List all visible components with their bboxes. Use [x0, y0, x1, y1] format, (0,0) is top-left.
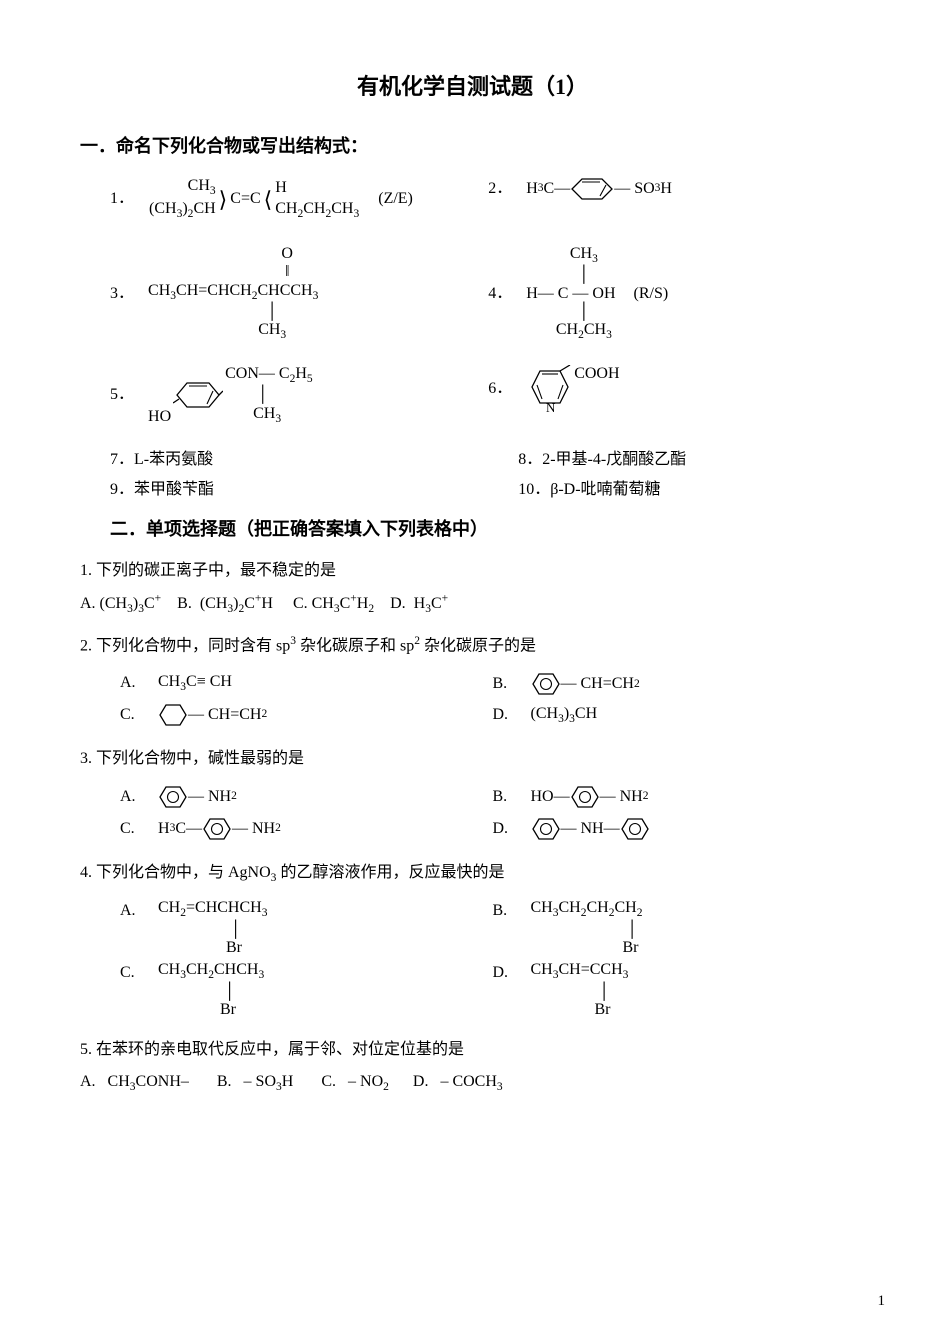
s2-q4-stem: 4. 下列化合物中，与 AgNO3 的乙醇溶液作用，反应最快的是: [80, 861, 865, 887]
s2-q1-stem: 1. 下列的碳正离子中，最不稳定的是: [80, 559, 865, 583]
q10: 10．β-D-吡喃葡萄糖: [518, 478, 895, 502]
q6-num: 6．: [488, 377, 512, 401]
q6-structure: N COOH: [526, 365, 619, 413]
q2-num: 2．: [488, 177, 512, 201]
q5-num: 5．: [110, 383, 134, 407]
page-number: 1: [878, 1290, 886, 1313]
s2-q3-opts: A. — NH2 C.H3C—— NH2 B.HO—— NH2 D. — NH—: [120, 779, 865, 847]
s2-q1-opts: A. (CH3)3C+ B. (CH3)2C+H C. CH3C+H2 D. H…: [80, 591, 865, 619]
section2-heading: 二．单项选择题（把正确答案填入下列表格中）: [110, 516, 865, 543]
q3-num: 3．: [110, 282, 134, 306]
s2-q2-stem: 2. 下列化合物中，同时含有 sp3 杂化碳原子和 sp2 杂化碳原子的是: [80, 633, 865, 658]
section1-heading: 一．命名下列化合物或写出结构式：: [80, 133, 865, 160]
q4-num: 4．: [488, 282, 512, 306]
s2-q3-stem: 3. 下列化合物中，碱性最弱的是: [80, 747, 865, 771]
s2-q5-stem: 5. 在苯环的亲电取代反应中，属于邻、对位定位基的是: [80, 1038, 865, 1062]
q4-rs: (R/S): [634, 282, 669, 306]
q8: 8．2-甲基-4-戊酮酸乙酯: [518, 448, 895, 472]
q1-structure: CH3 ⟩ C=C ⟨ H (CH3)2CH CH2CH2CH3: [148, 176, 360, 223]
q1-ze: (Z/E): [378, 187, 413, 211]
svg-text:N: N: [546, 400, 556, 413]
q2-structure: H3C— — SO3H: [526, 176, 672, 202]
s2-q5-opts: A. CH3CONH– B. – SO3H C. – NO2 D. – COCH…: [80, 1070, 865, 1096]
q7: 7．L-苯丙氨酸: [110, 448, 518, 472]
q1-num: 1．: [110, 187, 134, 211]
q9: 9．苯甲酸苄酯: [110, 478, 518, 502]
q5-structure: HO CON— C2H5 │ CH3: [148, 365, 313, 426]
page-title: 有机化学自测试题（1）: [80, 70, 865, 103]
q3-structure: O ‖ CH3CH=CHCH2CHCCH3 │ CH3: [148, 245, 318, 343]
s2-q2-opts: A.CH3C≡ CH C. — CH=CH2 B. — CH=CH2 D.(CH…: [120, 666, 865, 732]
s2-q4-opts: A. CH2=CHCHCH3 │ Br C. CH3CH2CHCH3 │ Br …: [120, 895, 865, 1023]
q4-structure: CH3 │ H— C — OH │ CH2CH3: [526, 245, 615, 343]
